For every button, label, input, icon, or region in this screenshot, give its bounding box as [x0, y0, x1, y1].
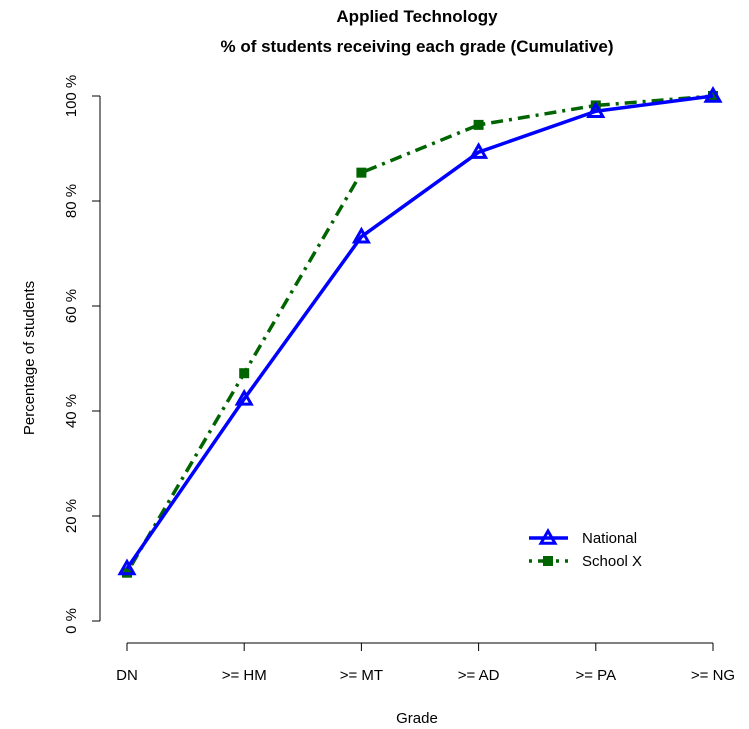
data-point	[239, 368, 250, 379]
data-point	[234, 388, 254, 406]
series-line	[125, 94, 714, 570]
data-point	[703, 85, 723, 103]
x-tick-label: >= MT	[340, 667, 383, 684]
legend: National School X	[529, 527, 642, 570]
series-group	[117, 85, 723, 578]
y-tick-label: 0 %	[63, 608, 80, 634]
y-tick-label: 100 %	[63, 75, 80, 118]
x-axis-label: Grade	[396, 710, 438, 727]
data-point	[469, 142, 489, 159]
data-point	[351, 226, 371, 244]
legend-marker	[543, 556, 553, 566]
y-tick-label: 20 %	[63, 499, 80, 533]
y-tick-label: 40 %	[63, 394, 80, 428]
legend-marker	[538, 527, 558, 545]
series-line	[125, 94, 714, 574]
data-point	[586, 101, 606, 118]
axes: 0 % 20 % 40 % 60 % 80 % 100 % DN >= HM >= MT >= A…	[63, 75, 735, 684]
legend-item: National	[529, 527, 637, 547]
y-tick-label: 80 %	[63, 184, 80, 218]
data-point	[356, 167, 367, 178]
legend-label: National	[582, 530, 637, 547]
x-tick-label: >= HM	[222, 667, 267, 684]
x-tick-label: DN	[116, 667, 138, 684]
legend-label: School X	[582, 553, 642, 570]
chart-subtitle: % of students receiving each grade (Cumu…	[221, 37, 614, 56]
legend-item: School X	[529, 553, 642, 570]
x-tick-label: >= AD	[458, 667, 500, 684]
series-school-x	[122, 91, 718, 578]
x-tick-label: >= NG	[691, 667, 735, 684]
y-axis-label: Percentage of students	[21, 281, 38, 435]
y-tick-label: 60 %	[63, 289, 80, 323]
x-tick-label: >= PA	[576, 667, 617, 684]
data-point	[473, 119, 484, 130]
data-point	[117, 558, 137, 576]
chart-title: Applied Technology	[336, 7, 498, 26]
series-national	[117, 85, 723, 576]
